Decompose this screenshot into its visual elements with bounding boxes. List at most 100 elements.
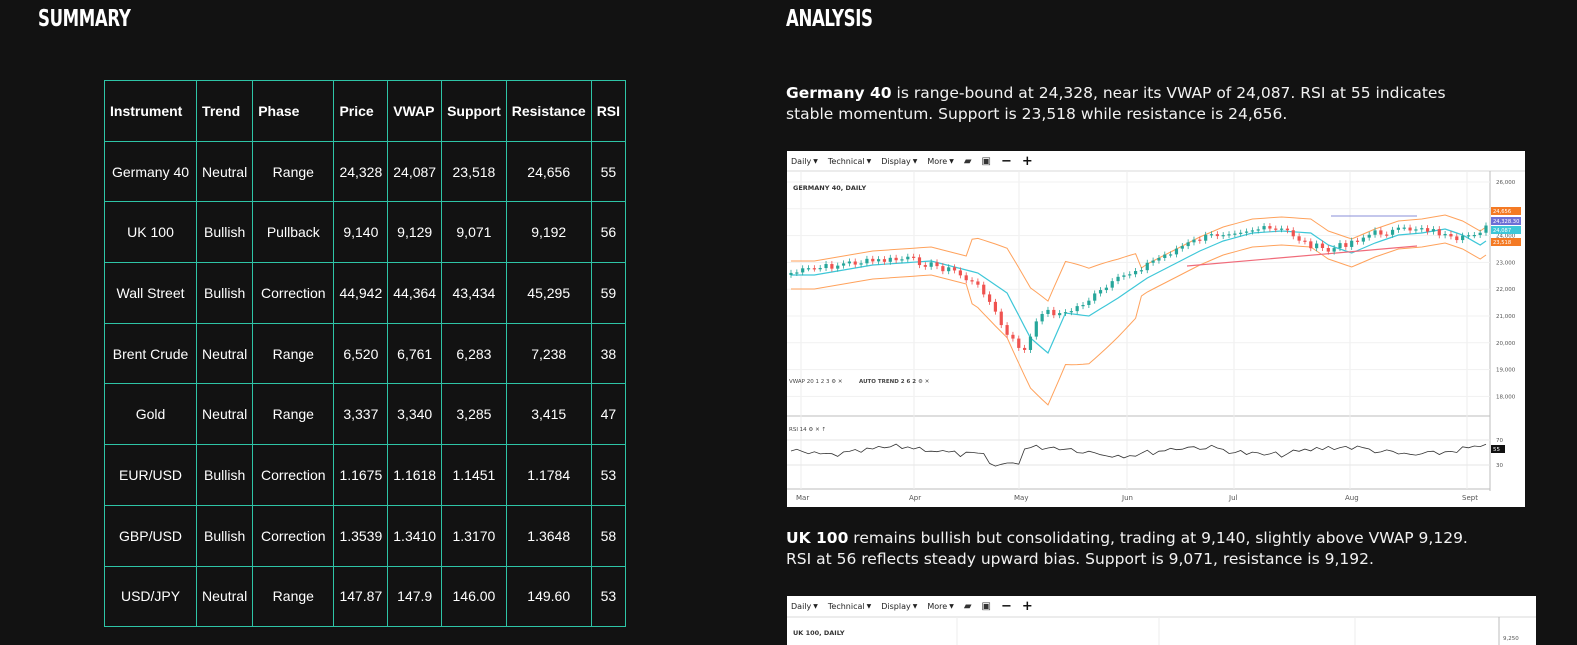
candle-body — [982, 284, 986, 295]
more-dropdown[interactable]: More ▼ — [927, 601, 954, 611]
candle-body — [1186, 242, 1190, 247]
candle-body — [912, 256, 916, 258]
candle-body — [964, 275, 968, 281]
cell-support: 3,285 — [441, 383, 507, 446]
candle-body — [906, 256, 910, 260]
price-chart-svg: MarAprMayJunJulAugSept26,00025,00024,000… — [787, 170, 1525, 502]
candle-body — [824, 264, 828, 269]
candle-body — [1239, 232, 1243, 234]
candle-body — [923, 265, 927, 267]
candle-body — [806, 268, 811, 270]
instrument-name: Germany 40 — [786, 84, 892, 102]
candle-body — [1367, 234, 1371, 238]
col-vwap: VWAP — [387, 80, 443, 142]
candle-body — [1058, 313, 1062, 316]
cell-instrument: USD/JPY — [103, 565, 198, 628]
price-tag — [1491, 217, 1521, 225]
candle-body — [1005, 325, 1009, 335]
candle-body — [1350, 240, 1354, 247]
technical-dropdown[interactable]: Technical ▼ — [827, 156, 872, 166]
candle-body — [1274, 228, 1278, 230]
cell-resistance: 7,238 — [505, 322, 592, 385]
cell-vwap: 6,761 — [387, 322, 443, 385]
uk100-chart[interactable]: Daily ▼ Technical ▼ Display ▼ More ▼ ▰ ▣ − +… — [787, 596, 1536, 645]
zoom-in-button[interactable]: + — [1021, 598, 1033, 614]
candle-body — [1338, 243, 1342, 249]
candle-body — [1169, 254, 1173, 256]
candle-body — [1449, 234, 1453, 237]
candle-body — [987, 294, 992, 302]
display-dropdown[interactable]: Display ▼ — [881, 156, 918, 166]
cell-trend: Bullish — [196, 262, 254, 324]
candle-body — [1466, 235, 1471, 237]
folder-icon[interactable]: ▰ — [963, 600, 972, 612]
candle-body — [830, 264, 834, 269]
candle-body — [1104, 287, 1108, 291]
candle-body — [1402, 227, 1406, 229]
save-icon[interactable]: ▣ — [981, 155, 991, 167]
candle-body — [1256, 229, 1260, 231]
display-dropdown[interactable]: Display ▼ — [881, 601, 918, 611]
table-row: GBP/USD Bullish Correction 1.3539 1.3410 1.31… — [103, 504, 627, 567]
candle-body — [1309, 241, 1313, 249]
candle-body — [1408, 227, 1412, 231]
candle-body — [958, 270, 962, 276]
zoom-in-button[interactable]: + — [1021, 153, 1033, 169]
cell-vwap: 1.3410 — [387, 504, 443, 567]
candle-body — [818, 268, 822, 270]
uk100-chart-svg: 9,250 — [787, 616, 1536, 645]
candle-body — [935, 262, 939, 267]
cell-phase: Range — [252, 322, 335, 385]
daily-dropdown[interactable]: Daily ▼ — [791, 156, 818, 166]
cell-resistance: 9,192 — [505, 201, 592, 264]
price-tick-label: 9,250 — [1503, 636, 1519, 642]
candle-body — [1227, 234, 1231, 236]
cell-price: 44,942 — [333, 262, 389, 324]
candle-body — [1192, 239, 1196, 243]
price-tick-label: 18,000 — [1496, 394, 1516, 400]
candle-body — [1420, 228, 1424, 230]
cell-vwap: 9,129 — [387, 201, 443, 264]
price-tag-label: 23,518 — [1493, 240, 1511, 246]
candle-body — [1303, 240, 1307, 242]
folder-icon[interactable]: ▰ — [963, 155, 972, 167]
cell-rsi: 59 — [590, 262, 627, 324]
candle-body — [1425, 228, 1430, 232]
cell-instrument: Germany 40 — [103, 140, 198, 203]
candle-body — [1046, 309, 1050, 314]
candle-body — [1098, 290, 1103, 294]
candle-body — [1355, 240, 1360, 242]
candle-body — [1326, 248, 1330, 252]
cell-vwap: 44,364 — [387, 262, 443, 324]
chart-toolbar: Daily ▼ Technical ▼ Display ▼ More ▼ ▰ ▣ − + — [787, 151, 1525, 171]
candle-body — [947, 267, 951, 272]
zoom-out-button[interactable]: − — [1000, 153, 1012, 169]
analysis-title: ANALYSIS — [786, 6, 873, 32]
col-resistance: Resistance — [505, 80, 592, 142]
candle-body — [1128, 274, 1132, 276]
rsi-value-label: 55 — [1493, 447, 1500, 453]
candle-body — [1472, 234, 1476, 237]
germany40-chart[interactable]: Daily ▼ Technical ▼ Display ▼ More ▼ ▰ ▣ − +… — [787, 151, 1525, 507]
cell-phase: Range — [252, 565, 335, 628]
cell-price: 6,520 — [333, 322, 389, 385]
candle-body — [1461, 235, 1465, 241]
zoom-out-button[interactable]: − — [1000, 598, 1012, 614]
cell-trend: Neutral — [196, 140, 254, 203]
cell-price: 3,337 — [333, 383, 389, 446]
candle-body — [1315, 243, 1319, 249]
save-icon[interactable]: ▣ — [981, 600, 991, 612]
candle-body — [1122, 275, 1126, 277]
col-rsi: RSI — [590, 80, 627, 142]
candle-body — [941, 266, 945, 272]
candle-body — [1093, 293, 1097, 301]
cell-price: 147.87 — [333, 565, 389, 628]
candle-body — [836, 265, 840, 269]
technical-dropdown[interactable]: Technical ▼ — [827, 601, 872, 611]
daily-dropdown[interactable]: Daily ▼ — [791, 601, 818, 611]
candle-body — [1163, 254, 1167, 258]
more-dropdown[interactable]: More ▼ — [927, 156, 954, 166]
candle-body — [1414, 229, 1418, 231]
candle-body — [789, 272, 793, 275]
cell-rsi: 58 — [590, 504, 627, 567]
